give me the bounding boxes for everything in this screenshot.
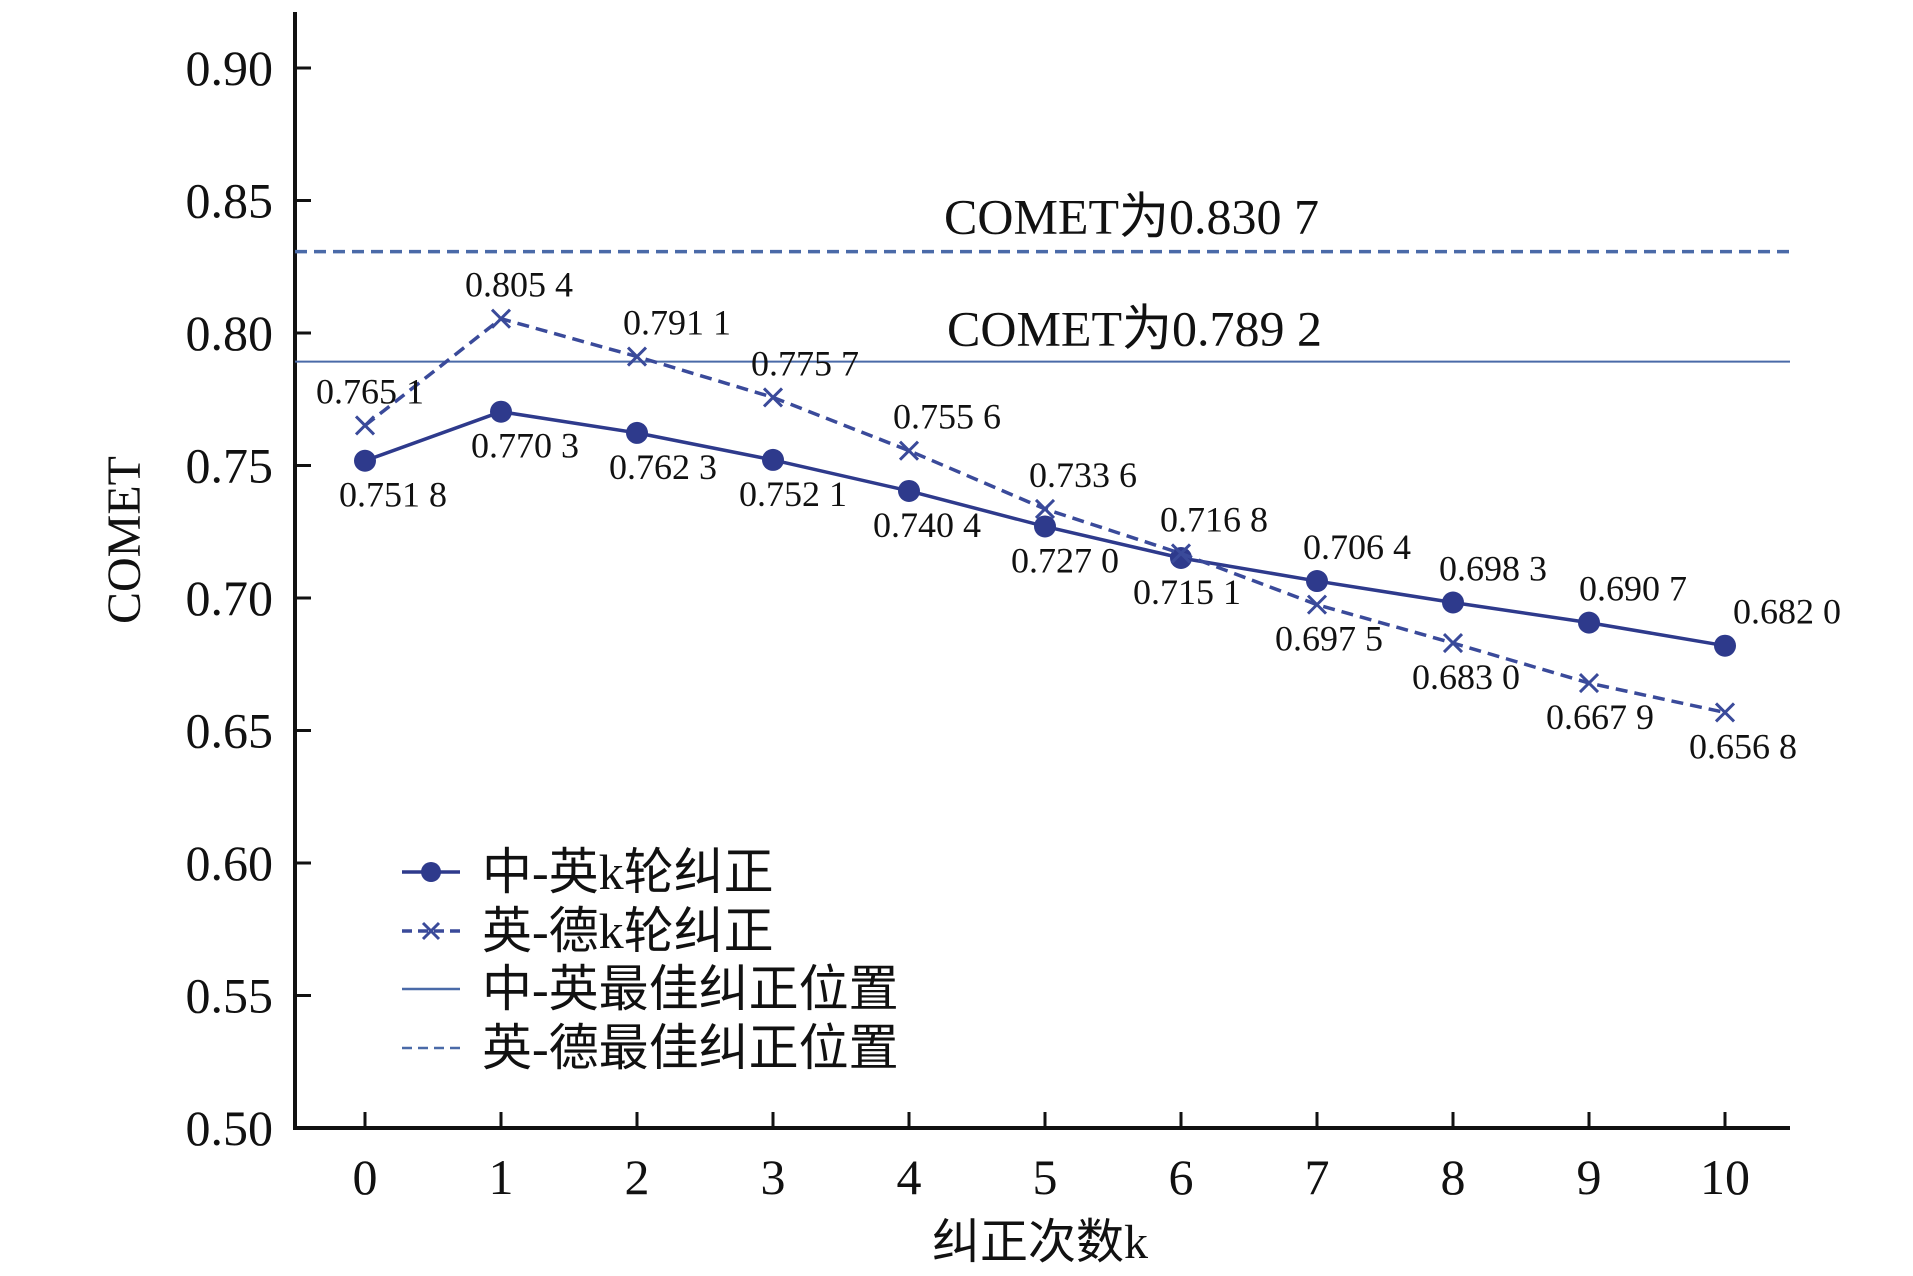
x-tick-label: 7 bbox=[1305, 1149, 1330, 1205]
x-tick-label: 9 bbox=[1577, 1149, 1602, 1205]
data-label: 0.690 7 bbox=[1579, 569, 1687, 609]
legend-label: 中-英最佳纠正位置 bbox=[482, 961, 899, 1017]
legend-label: 英-德最佳纠正位置 bbox=[482, 1020, 899, 1076]
y-axis-title: COMET bbox=[98, 456, 151, 624]
y-tick-label: 0.90 bbox=[186, 40, 274, 96]
x-tick-label: 2 bbox=[625, 1149, 650, 1205]
data-label: 0.751 8 bbox=[339, 475, 447, 515]
legend-swatch-marker bbox=[421, 862, 441, 882]
y-tick-label: 0.60 bbox=[186, 835, 274, 891]
data-point bbox=[1306, 570, 1328, 593]
data-point bbox=[1034, 515, 1056, 538]
series bbox=[354, 308, 1736, 723]
data-point bbox=[490, 308, 512, 329]
data-label: 0.682 0 bbox=[1733, 592, 1841, 632]
y-tick-label: 0.55 bbox=[186, 968, 274, 1024]
data-point bbox=[898, 440, 920, 461]
data-label: 0.683 0 bbox=[1412, 657, 1520, 697]
data-point bbox=[762, 387, 784, 408]
data-label: 0.727 0 bbox=[1011, 540, 1119, 580]
reference-line-label: COMET为0.789 2 bbox=[947, 301, 1322, 357]
data-point bbox=[898, 479, 920, 502]
x-tick-label: 10 bbox=[1700, 1149, 1750, 1205]
data-label: 0.770 3 bbox=[471, 426, 579, 466]
reference-line-label: COMET为0.830 7 bbox=[944, 189, 1319, 245]
x-tick-label: 4 bbox=[897, 1149, 922, 1205]
data-point bbox=[626, 346, 648, 367]
data-label: 0.762 3 bbox=[609, 447, 717, 487]
data-labels: 0.751 8 0.770 3 0.762 3 0.752 1 0.740 4 0.727… bbox=[316, 265, 1841, 767]
data-point bbox=[1578, 611, 1600, 634]
data-point bbox=[1034, 498, 1056, 520]
x-tick-label: 5 bbox=[1033, 1149, 1058, 1205]
y-tick-label: 0.75 bbox=[186, 438, 274, 494]
data-label: 0.715 1 bbox=[1133, 572, 1241, 612]
legend-label: 中-英k轮纠正 bbox=[482, 844, 774, 900]
x-tick-label: 3 bbox=[761, 1149, 786, 1205]
data-label: 0.775 7 bbox=[751, 343, 859, 383]
data-label: 0.755 6 bbox=[893, 397, 1001, 437]
data-point bbox=[1578, 673, 1600, 694]
data-point bbox=[354, 415, 376, 436]
x-tick-label: 0 bbox=[353, 1149, 378, 1205]
axes: 0.50 0.55 0.60 0.65 0.70 0.75 0.80 0.85 0.90 0 1 2 3… bbox=[186, 12, 1790, 1205]
y-tick-label: 0.80 bbox=[186, 305, 274, 361]
data-label: 0.697 5 bbox=[1275, 619, 1383, 659]
reference-lines: COMET为0.789 2 COMET为0.830 7 bbox=[295, 189, 1790, 363]
data-label: 0.805 4 bbox=[465, 265, 573, 305]
data-label: 0.667 9 bbox=[1546, 697, 1654, 737]
data-label: 0.716 8 bbox=[1160, 499, 1268, 539]
legend-label: 英-德k轮纠正 bbox=[482, 903, 774, 959]
data-point bbox=[354, 449, 376, 472]
data-point bbox=[490, 400, 512, 423]
y-tick-label: 0.70 bbox=[186, 570, 274, 626]
x-tick-label: 6 bbox=[1169, 1149, 1194, 1205]
legend-swatch-marker bbox=[421, 921, 441, 941]
data-point bbox=[1306, 594, 1328, 615]
data-point bbox=[1442, 632, 1464, 654]
data-point bbox=[1714, 634, 1736, 657]
data-point bbox=[1442, 591, 1464, 614]
data-label: 0.765 1 bbox=[316, 371, 424, 411]
data-point bbox=[762, 448, 784, 471]
data-point bbox=[626, 421, 648, 444]
x-axis-title: 纠正次数k bbox=[932, 1216, 1148, 1269]
data-label: 0.698 3 bbox=[1439, 549, 1547, 589]
data-label: 0.706 4 bbox=[1303, 527, 1411, 567]
data-point bbox=[1170, 546, 1192, 569]
y-tick-label: 0.85 bbox=[186, 173, 274, 229]
y-tick-label: 0.65 bbox=[186, 703, 274, 759]
x-tick-label: 8 bbox=[1441, 1149, 1466, 1205]
data-label: 0.791 1 bbox=[623, 303, 731, 343]
x-tick-label: 1 bbox=[489, 1149, 514, 1205]
data-label: 0.752 1 bbox=[739, 474, 847, 514]
data-point bbox=[1170, 543, 1192, 564]
data-point bbox=[1714, 702, 1736, 723]
data-label: 0.656 8 bbox=[1689, 726, 1797, 766]
data-label: 0.740 4 bbox=[873, 505, 981, 545]
data-label: 0.733 6 bbox=[1029, 455, 1137, 495]
y-tick-label: 0.50 bbox=[186, 1100, 274, 1156]
